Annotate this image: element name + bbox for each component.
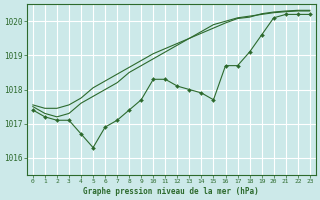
X-axis label: Graphe pression niveau de la mer (hPa): Graphe pression niveau de la mer (hPa) [84,187,259,196]
